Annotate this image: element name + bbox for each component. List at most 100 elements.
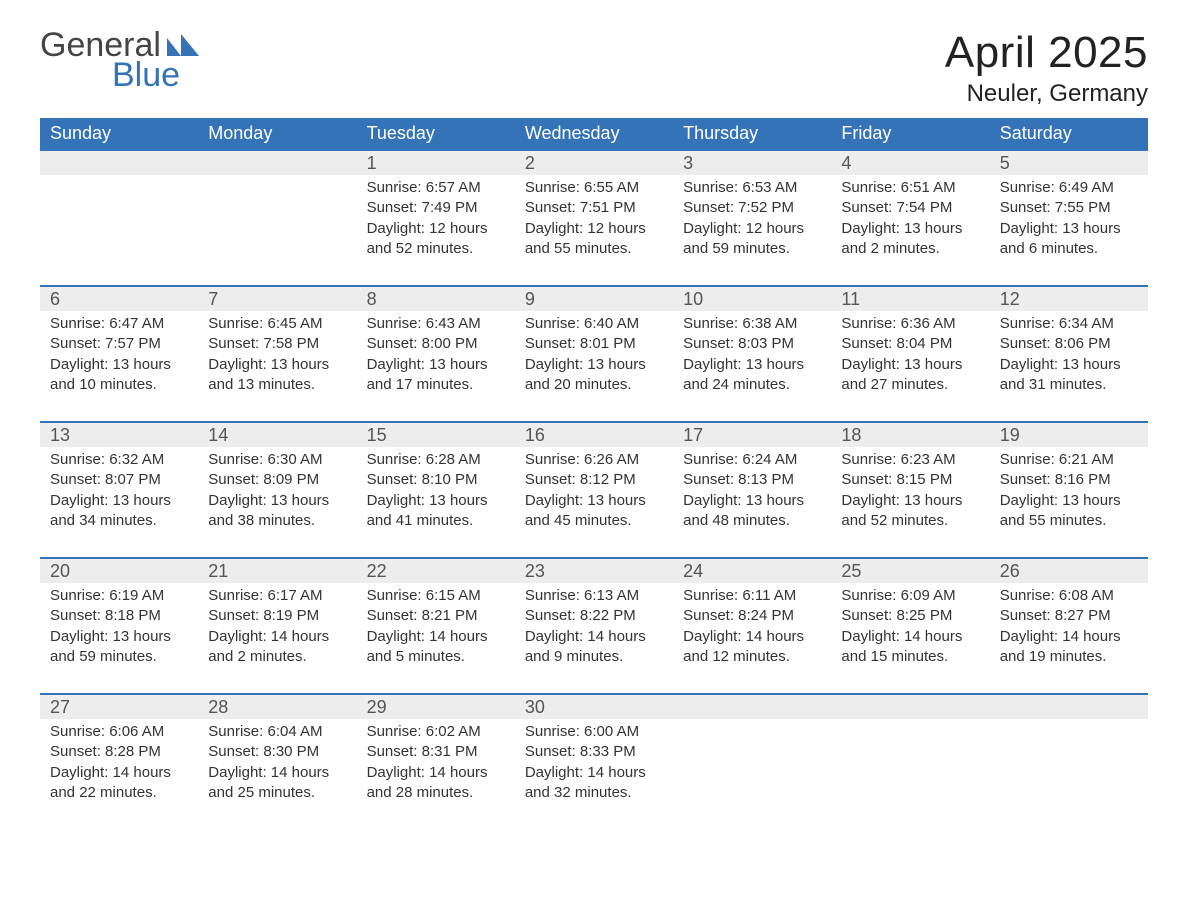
day-detail xyxy=(831,719,989,829)
day-number: 18 xyxy=(831,423,989,447)
daylight-text: Daylight: 13 hours and 38 minutes. xyxy=(208,491,346,532)
daylight-text: Daylight: 13 hours and 45 minutes. xyxy=(525,491,663,532)
sunrise-text: Sunrise: 6:26 AM xyxy=(525,450,663,470)
daylight-text: Daylight: 13 hours and 6 minutes. xyxy=(1000,219,1138,260)
day-number: 19 xyxy=(990,423,1148,447)
sunset-text: Sunset: 8:01 PM xyxy=(525,334,663,354)
sunrise-text: Sunrise: 6:28 AM xyxy=(367,450,505,470)
day-number: 21 xyxy=(198,559,356,583)
sunset-text: Sunset: 8:18 PM xyxy=(50,606,188,626)
day-detail: Sunrise: 6:43 AMSunset: 8:00 PMDaylight:… xyxy=(357,311,515,421)
day-detail: Sunrise: 6:40 AMSunset: 8:01 PMDaylight:… xyxy=(515,311,673,421)
sunrise-text: Sunrise: 6:06 AM xyxy=(50,722,188,742)
day-number xyxy=(831,695,989,719)
day-detail xyxy=(990,719,1148,829)
day-number: 16 xyxy=(515,423,673,447)
sunrise-text: Sunrise: 6:47 AM xyxy=(50,314,188,334)
daylight-text: Daylight: 13 hours and 31 minutes. xyxy=(1000,355,1138,396)
day-number: 8 xyxy=(357,287,515,311)
daylight-text: Daylight: 12 hours and 55 minutes. xyxy=(525,219,663,260)
day-number: 2 xyxy=(515,151,673,175)
sunset-text: Sunset: 7:51 PM xyxy=(525,198,663,218)
daylight-text: Daylight: 13 hours and 10 minutes. xyxy=(50,355,188,396)
sunrise-text: Sunrise: 6:00 AM xyxy=(525,722,663,742)
day-detail: Sunrise: 6:26 AMSunset: 8:12 PMDaylight:… xyxy=(515,447,673,557)
day-number: 30 xyxy=(515,695,673,719)
sunrise-text: Sunrise: 6:15 AM xyxy=(367,586,505,606)
day-detail: Sunrise: 6:19 AMSunset: 8:18 PMDaylight:… xyxy=(40,583,198,693)
detail-row: Sunrise: 6:47 AMSunset: 7:57 PMDaylight:… xyxy=(40,311,1148,421)
sunset-text: Sunset: 8:30 PM xyxy=(208,742,346,762)
day-detail: Sunrise: 6:36 AMSunset: 8:04 PMDaylight:… xyxy=(831,311,989,421)
daylight-text: Daylight: 13 hours and 41 minutes. xyxy=(367,491,505,532)
day-number: 15 xyxy=(357,423,515,447)
day-number: 5 xyxy=(990,151,1148,175)
day-detail: Sunrise: 6:08 AMSunset: 8:27 PMDaylight:… xyxy=(990,583,1148,693)
daynum-row: 13141516171819 xyxy=(40,423,1148,447)
sunrise-text: Sunrise: 6:04 AM xyxy=(208,722,346,742)
page-subtitle: Neuler, Germany xyxy=(945,80,1148,108)
daynum-row: 6789101112 xyxy=(40,287,1148,311)
page-title: April 2025 xyxy=(945,28,1148,78)
sunset-text: Sunset: 8:33 PM xyxy=(525,742,663,762)
day-number: 26 xyxy=(990,559,1148,583)
day-number: 20 xyxy=(40,559,198,583)
day-number: 25 xyxy=(831,559,989,583)
sunrise-text: Sunrise: 6:53 AM xyxy=(683,178,821,198)
daylight-text: Daylight: 14 hours and 19 minutes. xyxy=(1000,627,1138,668)
daylight-text: Daylight: 14 hours and 32 minutes. xyxy=(525,763,663,804)
day-detail: Sunrise: 6:53 AMSunset: 7:52 PMDaylight:… xyxy=(673,175,831,285)
sunset-text: Sunset: 7:58 PM xyxy=(208,334,346,354)
day-detail: Sunrise: 6:34 AMSunset: 8:06 PMDaylight:… xyxy=(990,311,1148,421)
daylight-text: Daylight: 14 hours and 25 minutes. xyxy=(208,763,346,804)
sunrise-text: Sunrise: 6:32 AM xyxy=(50,450,188,470)
calendar-header-cell: Friday xyxy=(831,118,989,149)
day-number: 7 xyxy=(198,287,356,311)
sunrise-text: Sunrise: 6:55 AM xyxy=(525,178,663,198)
day-number xyxy=(673,695,831,719)
daynum-row: 27282930 xyxy=(40,695,1148,719)
sunset-text: Sunset: 8:31 PM xyxy=(367,742,505,762)
day-number xyxy=(198,151,356,175)
detail-row: Sunrise: 6:57 AMSunset: 7:49 PMDaylight:… xyxy=(40,175,1148,285)
daylight-text: Daylight: 14 hours and 12 minutes. xyxy=(683,627,821,668)
sunrise-text: Sunrise: 6:08 AM xyxy=(1000,586,1138,606)
sunrise-text: Sunrise: 6:45 AM xyxy=(208,314,346,334)
daylight-text: Daylight: 14 hours and 2 minutes. xyxy=(208,627,346,668)
daylight-text: Daylight: 12 hours and 59 minutes. xyxy=(683,219,821,260)
day-detail: Sunrise: 6:45 AMSunset: 7:58 PMDaylight:… xyxy=(198,311,356,421)
sunrise-text: Sunrise: 6:49 AM xyxy=(1000,178,1138,198)
sunset-text: Sunset: 8:04 PM xyxy=(841,334,979,354)
day-number: 22 xyxy=(357,559,515,583)
sunrise-text: Sunrise: 6:30 AM xyxy=(208,450,346,470)
logo: General Blue xyxy=(40,28,199,95)
sunset-text: Sunset: 8:28 PM xyxy=(50,742,188,762)
day-number xyxy=(990,695,1148,719)
sunset-text: Sunset: 7:54 PM xyxy=(841,198,979,218)
sunset-text: Sunset: 8:09 PM xyxy=(208,470,346,490)
sunrise-text: Sunrise: 6:38 AM xyxy=(683,314,821,334)
day-number: 27 xyxy=(40,695,198,719)
daynum-row: 20212223242526 xyxy=(40,559,1148,583)
day-number: 29 xyxy=(357,695,515,719)
sunrise-text: Sunrise: 6:09 AM xyxy=(841,586,979,606)
day-detail: Sunrise: 6:47 AMSunset: 7:57 PMDaylight:… xyxy=(40,311,198,421)
calendar-header-cell: Thursday xyxy=(673,118,831,149)
day-detail: Sunrise: 6:55 AMSunset: 7:51 PMDaylight:… xyxy=(515,175,673,285)
sunset-text: Sunset: 7:57 PM xyxy=(50,334,188,354)
sunrise-text: Sunrise: 6:02 AM xyxy=(367,722,505,742)
sunset-text: Sunset: 8:10 PM xyxy=(367,470,505,490)
daylight-text: Daylight: 13 hours and 24 minutes. xyxy=(683,355,821,396)
day-detail: Sunrise: 6:21 AMSunset: 8:16 PMDaylight:… xyxy=(990,447,1148,557)
day-detail xyxy=(198,175,356,285)
sunset-text: Sunset: 7:49 PM xyxy=(367,198,505,218)
sunset-text: Sunset: 8:15 PM xyxy=(841,470,979,490)
day-detail: Sunrise: 6:49 AMSunset: 7:55 PMDaylight:… xyxy=(990,175,1148,285)
day-number: 13 xyxy=(40,423,198,447)
day-detail: Sunrise: 6:28 AMSunset: 8:10 PMDaylight:… xyxy=(357,447,515,557)
day-detail: Sunrise: 6:57 AMSunset: 7:49 PMDaylight:… xyxy=(357,175,515,285)
sunset-text: Sunset: 7:55 PM xyxy=(1000,198,1138,218)
detail-row: Sunrise: 6:06 AMSunset: 8:28 PM Daylight:… xyxy=(40,719,1148,829)
calendar-header-cell: Saturday xyxy=(990,118,1148,149)
daylight-text: Daylight: 13 hours and 27 minutes. xyxy=(841,355,979,396)
